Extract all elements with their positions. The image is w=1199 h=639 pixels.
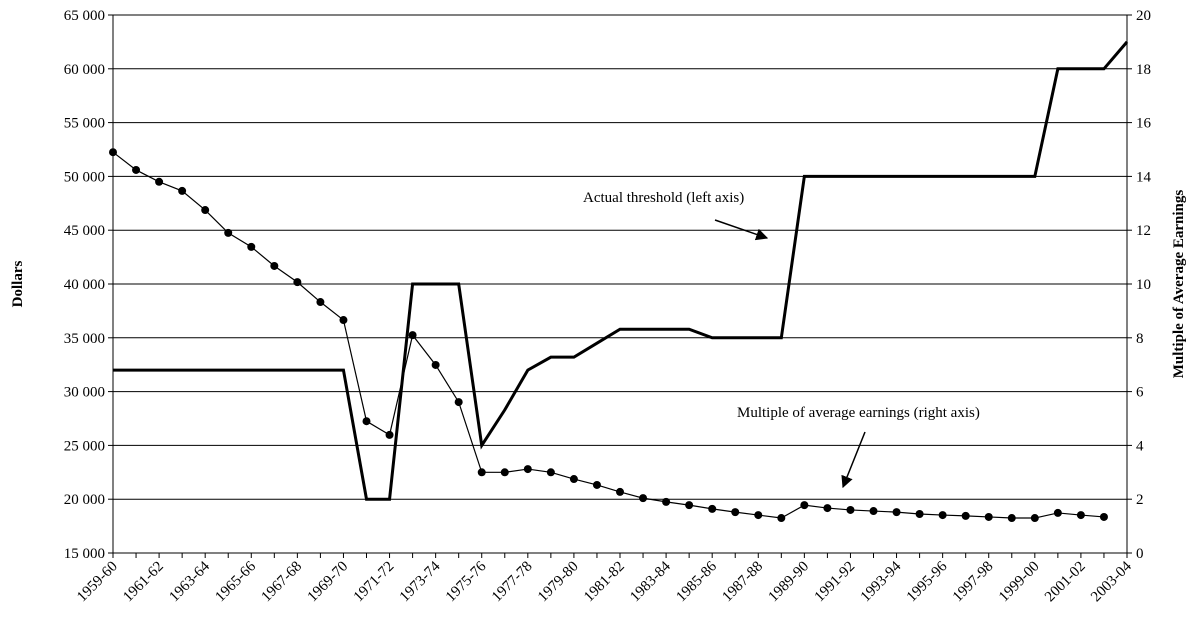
- y2-tick-label: 10: [1136, 277, 1151, 293]
- point: [385, 430, 394, 439]
- point: [362, 417, 371, 426]
- point: [500, 468, 509, 477]
- point: [1030, 514, 1039, 523]
- point: [316, 298, 325, 307]
- x-tick-label: 1975-76: [443, 558, 490, 605]
- point: [915, 509, 924, 518]
- point: [132, 165, 141, 174]
- x-tick-label: 1961-62: [120, 559, 167, 606]
- point: [869, 507, 878, 516]
- point: [431, 360, 440, 369]
- y2-tick-label: 16: [1136, 116, 1152, 132]
- point: [639, 494, 648, 503]
- x-tick-label: 1959-60: [74, 559, 121, 606]
- x-tick-label: 1965-66: [212, 558, 259, 605]
- y2-tick-label: 8: [1136, 331, 1144, 347]
- point: [823, 504, 832, 513]
- y-tick-label: 45 000: [64, 223, 105, 239]
- y-tick-label: 60 000: [64, 62, 105, 78]
- x-tick-label: 1979-80: [535, 559, 582, 606]
- x-tick-label: 1997-98: [950, 559, 997, 606]
- point: [892, 508, 901, 517]
- point: [224, 228, 233, 237]
- x-tick-label: 2001-02: [1042, 559, 1089, 606]
- point: [1099, 512, 1108, 521]
- point: [984, 512, 993, 521]
- y-tick-label: 30 000: [64, 385, 105, 401]
- y-tick-label: 25 000: [64, 438, 105, 454]
- y2-tick-label: 14: [1136, 169, 1152, 185]
- point: [662, 497, 671, 506]
- point: [569, 475, 578, 484]
- point: [938, 511, 947, 520]
- x-tick-label: 1995-96: [904, 558, 951, 605]
- point: [592, 480, 601, 489]
- x-tick-label: 1969-70: [305, 559, 352, 606]
- y-tick-label: 40 000: [64, 277, 105, 293]
- annotation: Actual threshold (left axis): [583, 190, 744, 206]
- point: [1007, 514, 1016, 523]
- x-tick-label: 1989-90: [766, 559, 813, 606]
- x-tick-label: 1973-74: [397, 558, 444, 605]
- x-tick-label: 1981-82: [581, 559, 628, 606]
- x-tick-label: 1987-88: [719, 559, 766, 606]
- annotation: Multiple of average earnings (right axis…: [737, 405, 980, 421]
- point: [270, 261, 279, 270]
- point: [1053, 508, 1062, 517]
- point: [523, 465, 532, 474]
- point: [731, 508, 740, 517]
- x-tick-label: 1977-78: [489, 559, 536, 606]
- point: [178, 186, 187, 195]
- y2-axis-title: Multiple of Average Earnings: [1171, 190, 1187, 379]
- point: [777, 514, 786, 523]
- point: [708, 504, 717, 513]
- point: [339, 316, 348, 325]
- point: [293, 278, 302, 287]
- point: [961, 511, 970, 520]
- point: [454, 398, 463, 407]
- y-tick-label: 55 000: [64, 116, 105, 132]
- x-tick-label: 2003-04: [1088, 558, 1135, 605]
- x-tick-label: 1967-68: [259, 559, 306, 606]
- y-tick-label: 15 000: [64, 546, 105, 562]
- y-axis-title: Dollars: [10, 261, 26, 308]
- point: [408, 331, 417, 340]
- x-tick-label: 1963-64: [166, 558, 213, 605]
- point: [846, 505, 855, 514]
- point: [155, 177, 164, 186]
- point: [477, 468, 486, 477]
- point: [201, 206, 210, 215]
- point: [546, 468, 555, 477]
- x-tick-label: 1991-92: [812, 559, 859, 606]
- y-tick-label: 65 000: [64, 8, 105, 24]
- y2-tick-label: 18: [1136, 62, 1151, 78]
- y2-tick-label: 12: [1136, 223, 1151, 239]
- point: [754, 511, 763, 520]
- y2-tick-label: 2: [1136, 492, 1144, 508]
- point: [247, 242, 256, 251]
- y-tick-label: 35 000: [64, 331, 105, 347]
- y2-tick-label: 4: [1136, 438, 1144, 454]
- series-line: [113, 40, 1129, 501]
- y2-tick-label: 0: [1136, 546, 1144, 562]
- point: [1076, 511, 1085, 520]
- x-tick-label: 1985-86: [673, 558, 720, 605]
- y-tick-label: 20 000: [64, 492, 105, 508]
- y2-tick-label: 6: [1136, 385, 1144, 401]
- y2-tick-label: 20: [1136, 8, 1151, 24]
- point: [800, 501, 809, 510]
- y-tick-label: 50 000: [64, 169, 105, 185]
- annotation-arrow: [841, 431, 866, 489]
- point: [616, 487, 624, 496]
- x-tick-label: 1999-00: [996, 559, 1043, 606]
- x-tick-label: 1993-94: [858, 558, 905, 605]
- point: [109, 148, 117, 157]
- x-tick-label: 1983-84: [627, 558, 674, 605]
- x-tick-label: 1971-72: [351, 559, 398, 606]
- point: [685, 501, 694, 510]
- annotation-arrow: [714, 219, 769, 241]
